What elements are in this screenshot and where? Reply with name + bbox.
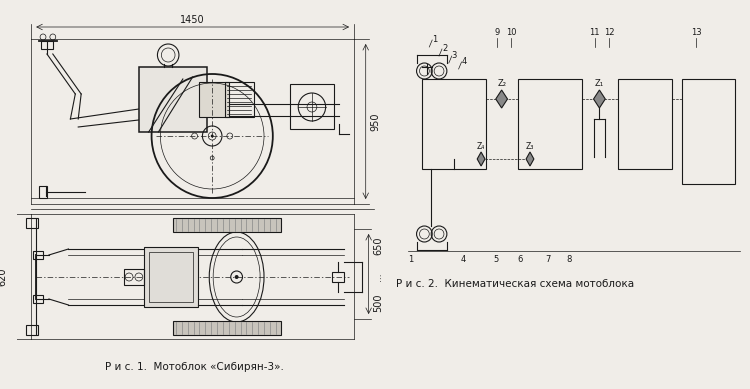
Text: 13: 13	[691, 28, 701, 37]
Text: 4: 4	[460, 254, 466, 263]
Text: ...: ...	[374, 273, 383, 281]
Bar	[26, 325, 38, 335]
Text: Z₁: Z₁	[595, 79, 604, 88]
Bar	[33, 295, 43, 303]
Bar	[26, 218, 38, 228]
Text: 3: 3	[452, 51, 458, 60]
Text: 8: 8	[566, 254, 572, 263]
Text: 7: 7	[545, 254, 550, 263]
Circle shape	[235, 275, 238, 279]
Text: Z₄: Z₄	[477, 142, 485, 151]
Text: 650: 650	[374, 237, 383, 255]
Bar	[173, 321, 280, 335]
Polygon shape	[496, 90, 508, 108]
Text: 4: 4	[461, 56, 466, 65]
Bar	[144, 247, 197, 307]
Text: 1: 1	[432, 35, 437, 44]
Bar	[139, 67, 207, 132]
Text: Р и с. 1.  Мотоблок «Сибирян-3».: Р и с. 1. Мотоблок «Сибирян-3».	[105, 362, 284, 372]
Bar	[200, 82, 229, 117]
Bar	[618, 79, 672, 169]
Circle shape	[211, 135, 214, 137]
Bar	[148, 252, 193, 302]
Bar	[173, 218, 280, 232]
Text: 1: 1	[408, 254, 413, 263]
Text: 620: 620	[0, 267, 7, 286]
Text: 6: 6	[518, 254, 523, 263]
Bar	[422, 79, 486, 169]
Polygon shape	[477, 152, 485, 166]
Text: 10: 10	[506, 28, 517, 37]
Bar	[39, 186, 47, 198]
Text: 500: 500	[374, 294, 383, 312]
Bar	[41, 41, 53, 49]
Text: Р и с. 2.  Кинематическая схема мотоблока: Р и с. 2. Кинематическая схема мотоблока	[396, 279, 634, 289]
Bar	[332, 272, 344, 282]
Bar	[225, 82, 254, 117]
Bar	[33, 251, 43, 259]
Bar	[518, 79, 582, 169]
Text: 1450: 1450	[180, 15, 205, 25]
Text: 11: 11	[590, 28, 600, 37]
Text: 12: 12	[604, 28, 614, 37]
Polygon shape	[526, 152, 534, 166]
Text: Z₃: Z₃	[526, 142, 534, 151]
Text: 5: 5	[494, 254, 499, 263]
Text: 2: 2	[442, 44, 447, 53]
Bar	[290, 84, 334, 129]
Text: 9: 9	[494, 28, 500, 37]
Polygon shape	[593, 90, 605, 108]
Bar	[682, 79, 735, 184]
Bar	[124, 269, 144, 285]
Text: 950: 950	[370, 112, 380, 131]
Text: Z₂: Z₂	[497, 79, 506, 88]
